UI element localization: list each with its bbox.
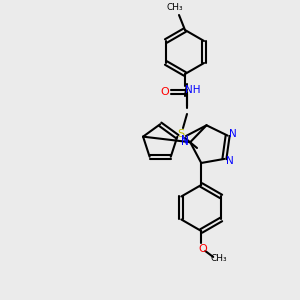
Text: CH₃: CH₃ (167, 4, 183, 13)
Text: S: S (177, 129, 184, 139)
Text: N: N (226, 156, 233, 166)
Text: NH: NH (185, 85, 201, 95)
Text: O: O (199, 244, 208, 254)
Text: N: N (229, 129, 236, 139)
Text: CH₃: CH₃ (211, 254, 227, 263)
Text: O: O (160, 87, 169, 97)
Text: N: N (181, 135, 189, 145)
Text: N: N (181, 137, 189, 147)
